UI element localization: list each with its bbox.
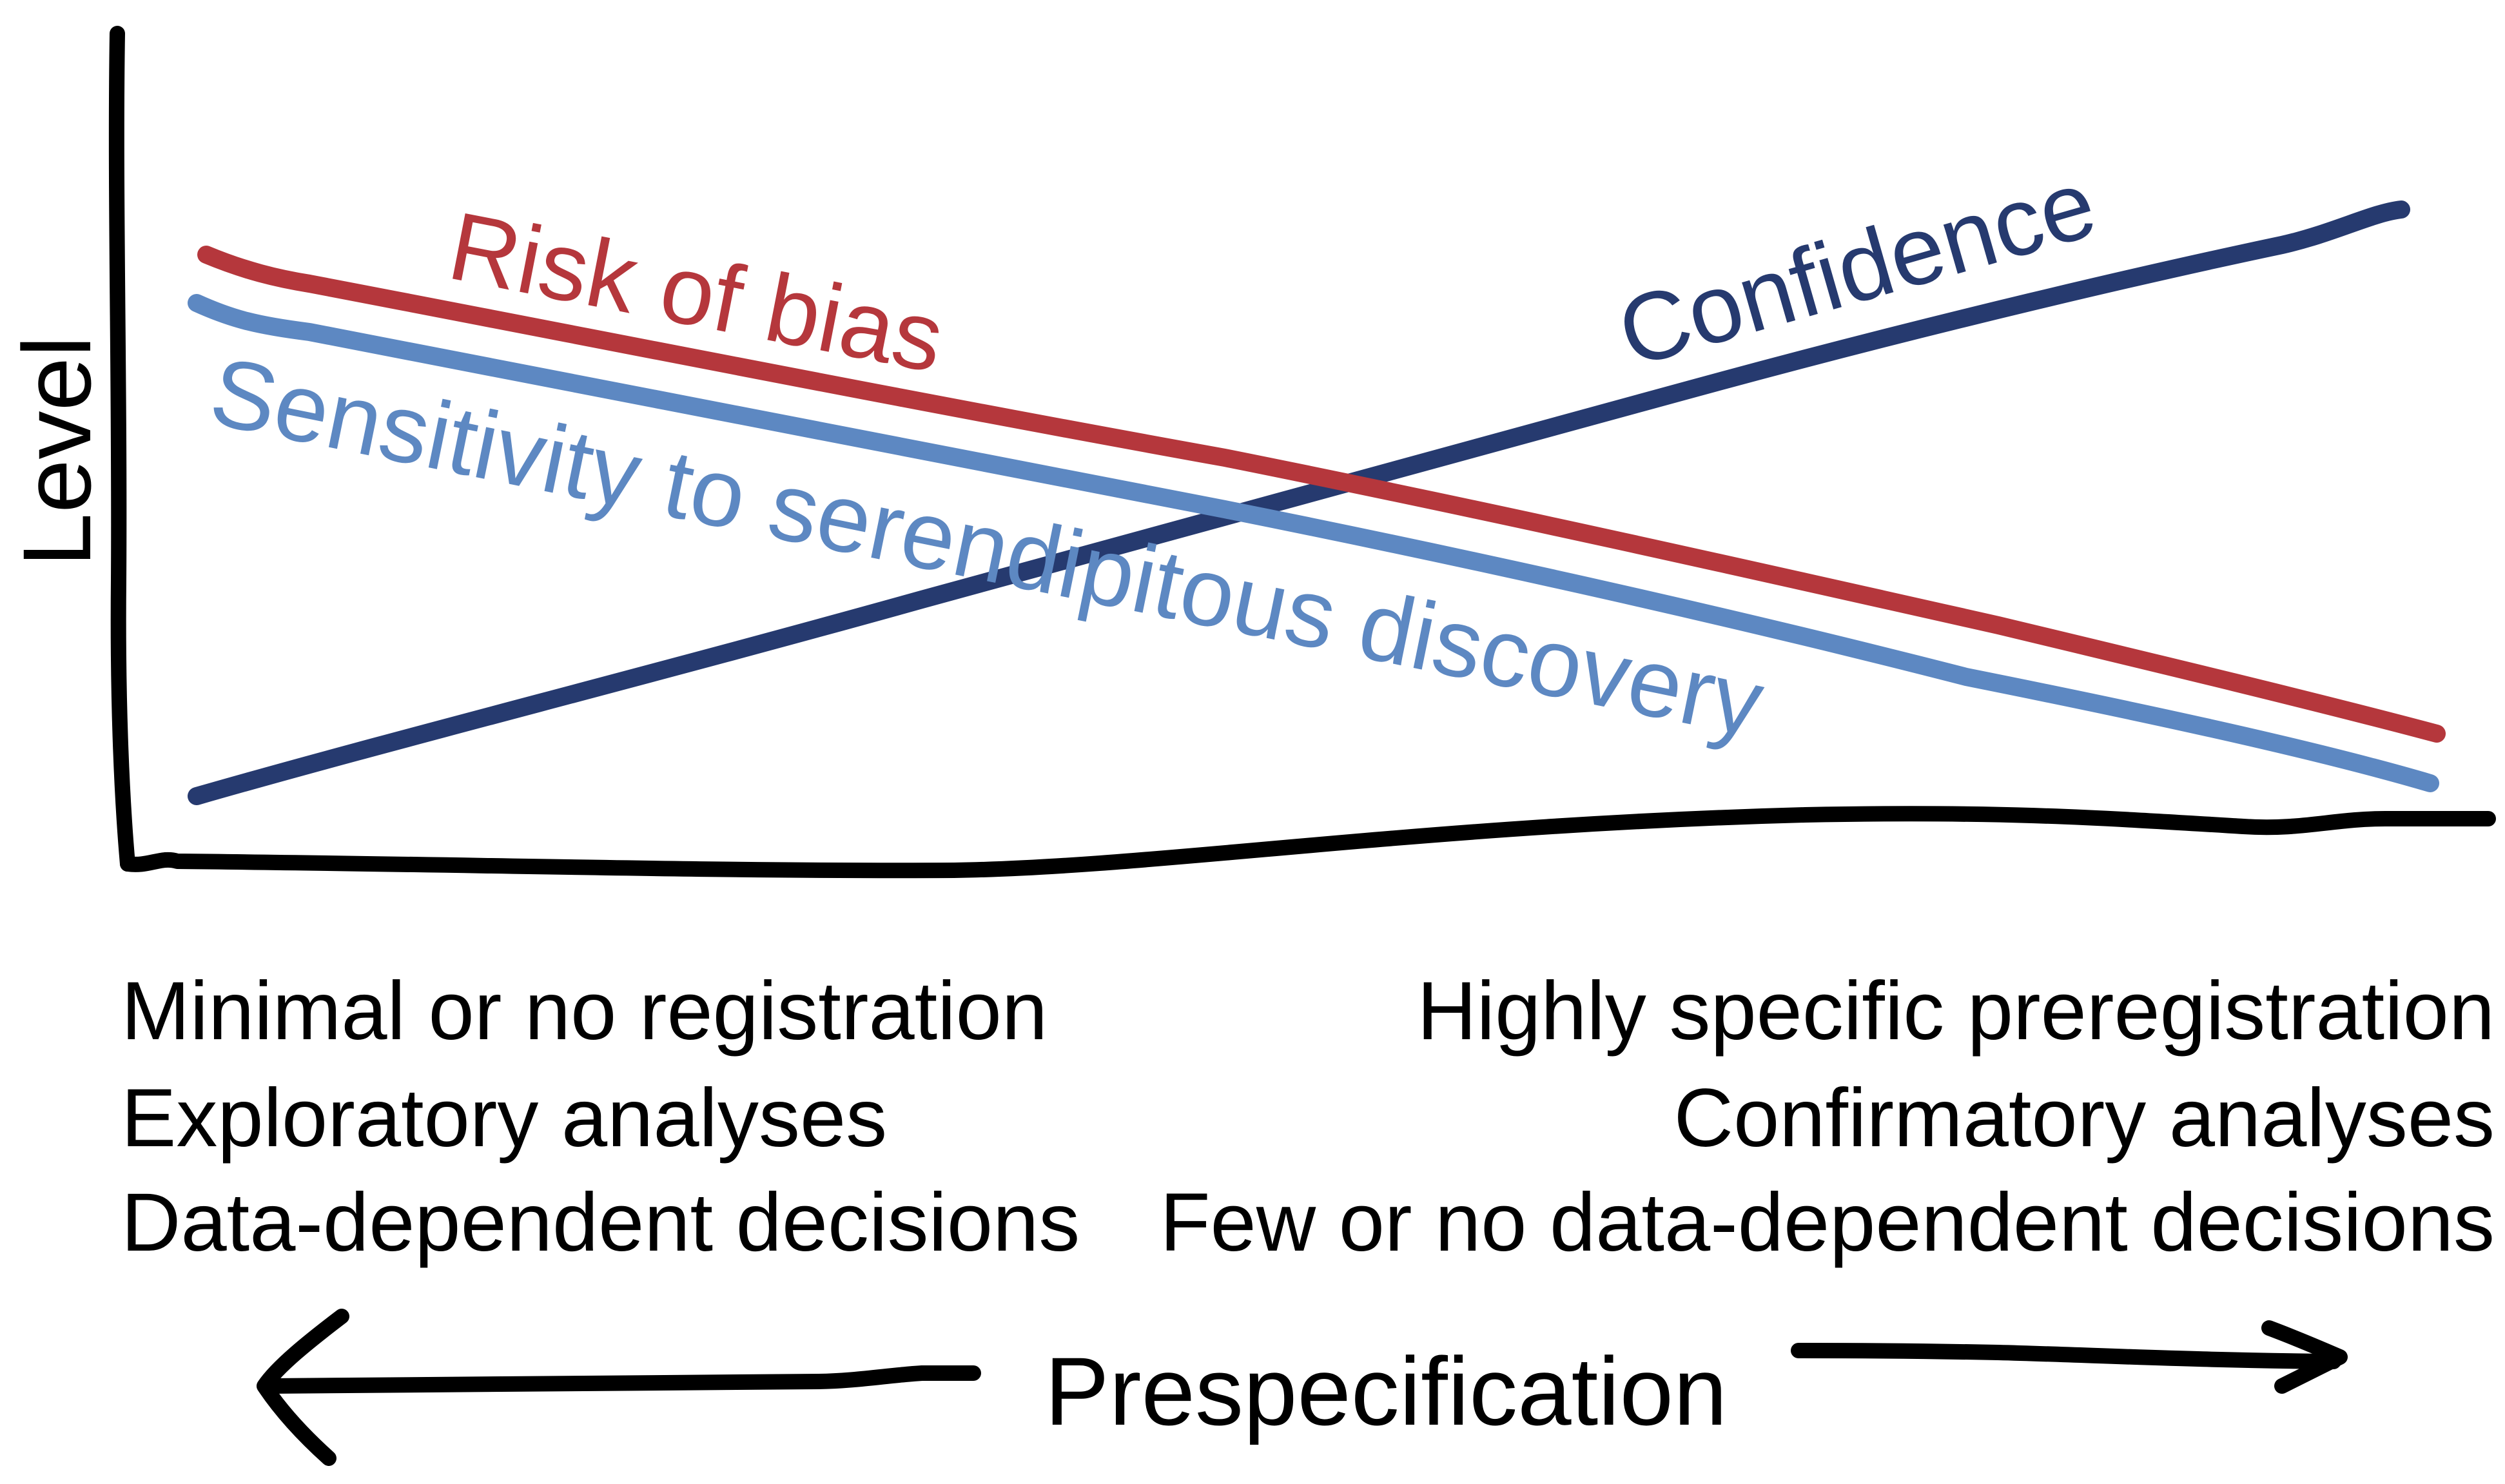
right-annotation-line-3: Few or no data-dependent decisions [1160, 1176, 2495, 1269]
left-annotation-line-2: Exploratory analyses [121, 1072, 887, 1164]
y-axis-title: Level [3, 336, 111, 567]
confidence-curve [188, 200, 2410, 805]
sensitivity-label: Sensitivity to serendipitous discovery [202, 337, 1772, 757]
left-annotation-line-3: Data-dependent decisions [121, 1176, 1080, 1269]
sensitivity-curve [188, 294, 2439, 792]
x-axis-title: Prespecification [1045, 1337, 1728, 1445]
right-annotation-line-2: Confirmatory analyses [1674, 1072, 2495, 1164]
risk-of-bias-curve [197, 246, 2446, 743]
arrow-right-head [2261, 1320, 2348, 1394]
left-annotation-line-1: Minimal or no registration [121, 965, 1048, 1057]
x-axis-line [120, 806, 2496, 879]
right-annotation-line-1: Highly specific preregistration [1417, 965, 2495, 1057]
arrow-left-head [257, 1309, 349, 1466]
arrow-right-shaft [1791, 1343, 2341, 1369]
arrow-left-shaft [263, 1365, 981, 1394]
y-axis-line [108, 26, 135, 872]
